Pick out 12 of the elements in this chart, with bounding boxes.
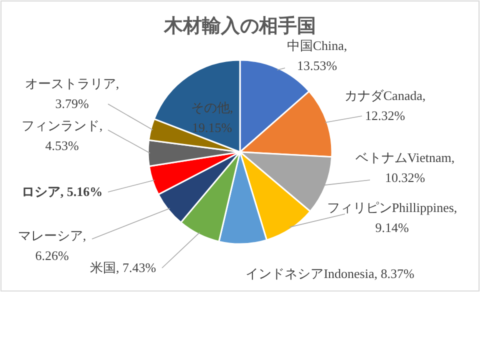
slice-label: インドネシアIndonesia, 8.37% bbox=[246, 266, 414, 281]
slice-label: 米国, 7.43% bbox=[90, 260, 156, 275]
slice-label: ベトナムVietnam, 10.32% bbox=[355, 150, 455, 185]
slice-label: フィンランド, 4.53% bbox=[21, 118, 103, 153]
slice-label: 中国China, 13.53% bbox=[286, 38, 348, 73]
slice-label: その他, 19.15% bbox=[190, 100, 234, 135]
slice-label: オーストラリア, 3.79% bbox=[24, 76, 120, 111]
chart-title: 木材輸入の相手国 bbox=[163, 15, 316, 37]
slice-label: カナダCanada, 12.32% bbox=[344, 88, 426, 123]
slice-label: フィリピンPhillippines, 9.14% bbox=[326, 200, 458, 235]
slice-label: マレーシア, 6.26% bbox=[18, 228, 86, 263]
slice-label: ロシア, 5.16% bbox=[21, 184, 103, 199]
